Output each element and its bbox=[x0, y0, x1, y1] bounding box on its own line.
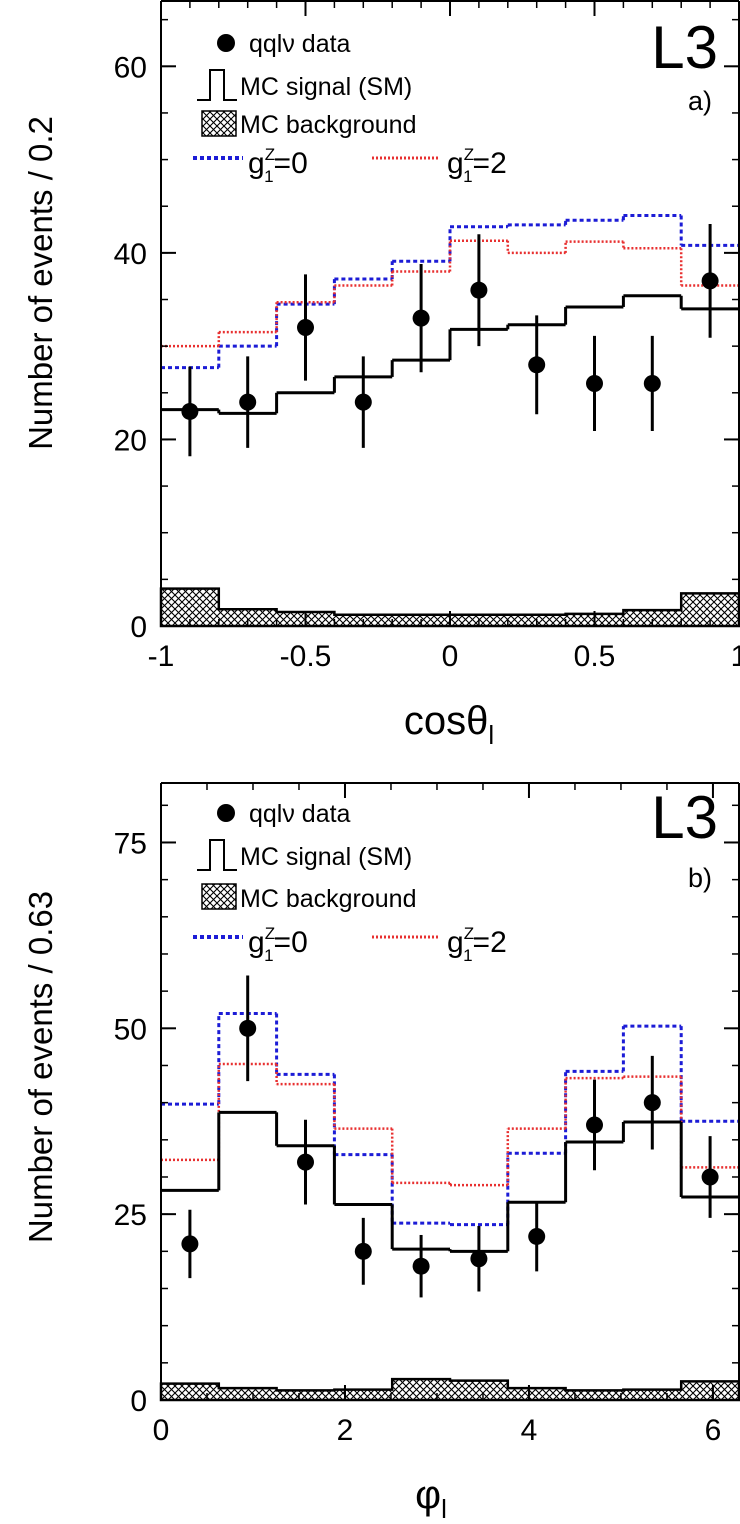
panel-b-legend-blue-g: g bbox=[248, 926, 265, 959]
panel-a-data-point bbox=[701, 272, 719, 290]
panel-b-y-tick-label: 0 bbox=[130, 1385, 147, 1418]
panel-b-x-tick-label: 0 bbox=[153, 1414, 170, 1447]
panel-a-y-tick-label: 0 bbox=[130, 611, 147, 644]
panel-b-x-tick-label: 4 bbox=[521, 1414, 538, 1447]
panel-b-legend-red-g: g bbox=[447, 926, 464, 959]
panel-a-legend-red-sub: 1 bbox=[463, 167, 472, 186]
panel-a-data-points bbox=[181, 223, 719, 457]
panel-b-data-points bbox=[181, 975, 719, 1298]
panel-b-data-point bbox=[181, 1235, 199, 1253]
panel-b-x-tick-label: 2 bbox=[337, 1414, 354, 1447]
panel-b-legend-data-marker bbox=[217, 804, 235, 822]
panel-b-legend: qqlν data MC signal (SM) MC background g… bbox=[193, 800, 507, 965]
panel-a-x-title-main: cos bbox=[404, 699, 466, 743]
panel-a-x-tick-label: -1 bbox=[148, 640, 175, 673]
panel-a-data-point bbox=[412, 309, 430, 327]
panel-a-data-point bbox=[643, 374, 661, 392]
panel-a-legend-data-marker bbox=[217, 34, 235, 52]
panel-a-tick-labels: -1 -0.5 0 0.5 1 0 20 40 60 bbox=[114, 51, 740, 673]
panel-b-experiment-label: L3 bbox=[651, 784, 718, 851]
panel-a-legend-red-value: =2 bbox=[473, 147, 507, 180]
panel-b-legend-blue-value: =0 bbox=[274, 926, 308, 959]
panel-a-data-point bbox=[470, 281, 488, 299]
panel-a-y-title: Number of events / 0.2 bbox=[22, 116, 59, 450]
panel-a-legend-data-label: qqlν data bbox=[249, 30, 351, 58]
panel-b-background-series bbox=[159, 1377, 740, 1402]
panel-b-data-point bbox=[470, 1250, 488, 1268]
panel-a-panel-label: a) bbox=[688, 86, 712, 116]
panel-b-data-point bbox=[239, 1019, 257, 1037]
panel-a-legend-red-sup: Z bbox=[464, 145, 474, 164]
panel-b-data-point bbox=[643, 1094, 661, 1112]
panel-a-ticks bbox=[160, 1, 740, 627]
panel-a: -1 -0.5 0 0.5 1 0 20 40 60 Number of events / 0.… bbox=[22, 0, 740, 750]
panel-b-data-point bbox=[586, 1116, 603, 1134]
panel-a-x-tick-label: -0.5 bbox=[280, 640, 332, 673]
panel-a-data-point bbox=[586, 374, 603, 392]
panel-b-y-tick-label: 75 bbox=[114, 827, 147, 860]
panel-a-legend-red-g: g bbox=[447, 147, 464, 180]
panel-b-signal-series bbox=[161, 1110, 739, 1253]
panel-b-x-title-sub: l bbox=[441, 1494, 447, 1524]
panel-a-x-title-symbol: θ bbox=[466, 699, 488, 743]
panel-a-legend: qqlν data MC signal (SM) MC background g… bbox=[193, 30, 507, 186]
panel-b-axes bbox=[160, 782, 740, 1401]
panel-a-x-tick-label: 1 bbox=[731, 640, 740, 673]
panel-a-legend-blue-g: g bbox=[248, 147, 265, 180]
panel-a-data-point bbox=[181, 402, 199, 420]
panel-b-legend-red-label: gZ 1=2 bbox=[447, 924, 507, 965]
panel-a-legend-background-label: MC background bbox=[240, 111, 416, 139]
panel-a-x-tick-label: 0 bbox=[442, 640, 459, 673]
panel-b-legend-signal-icon bbox=[197, 839, 237, 871]
panel-a-legend-signal-label: MC signal (SM) bbox=[240, 73, 412, 101]
panel-b-x-tick-label: 6 bbox=[705, 1414, 722, 1447]
panel-a-x-title: cosθl bbox=[404, 699, 494, 750]
panel-b-legend-red-sup: Z bbox=[464, 924, 474, 943]
panel-a-x-tick-label: 0.5 bbox=[574, 640, 616, 673]
panel-b-tick-labels: 0 2 4 6 0 25 50 75 bbox=[114, 827, 722, 1447]
panel-a-y-tick-label: 20 bbox=[114, 424, 147, 457]
panel-a-y-tick-label: 60 bbox=[114, 51, 147, 84]
panel-a-x-title-sub: l bbox=[488, 720, 494, 750]
panel-b-legend-red-sub: 1 bbox=[463, 946, 472, 965]
panel-a-legend-red-label: gZ 1=2 bbox=[447, 145, 507, 186]
panel-a-legend-blue-sub: 1 bbox=[264, 167, 273, 186]
panel-b-data-point bbox=[354, 1242, 372, 1260]
panel-b-legend-blue-sub: 1 bbox=[264, 946, 273, 965]
panel-b-legend-blue-label: gZ 1=0 bbox=[248, 924, 308, 965]
panel-b-legend-red-value: =2 bbox=[473, 926, 507, 959]
panel-a-data-point bbox=[297, 318, 314, 336]
panel-b-data-point bbox=[528, 1227, 546, 1245]
panel-b-x-title-symbol: φ bbox=[415, 1473, 441, 1517]
panel-b-x-title: φl bbox=[415, 1473, 447, 1524]
panel-b-data-point bbox=[412, 1257, 430, 1275]
panel-a-y-tick-label: 40 bbox=[114, 238, 147, 271]
panel-a-experiment-label: L3 bbox=[651, 14, 718, 81]
panel-b-y-title: Number of events / 0.63 bbox=[22, 891, 59, 1243]
panel-b-ticks bbox=[160, 783, 739, 1401]
panel-b-data-point bbox=[701, 1168, 719, 1186]
panel-a-legend-blue-sup: Z bbox=[265, 145, 275, 164]
panel-b-legend-data-label: qqlν data bbox=[249, 800, 351, 828]
panel-a-data-point bbox=[528, 356, 546, 374]
panel-b-background-fill bbox=[159, 1377, 740, 1402]
panel-b-y-tick-label: 50 bbox=[114, 1013, 147, 1046]
panel-b: 0 2 4 6 0 25 50 75 Number of events / 0.63 φl L… bbox=[22, 782, 740, 1524]
panel-b-legend-blue-sup: Z bbox=[265, 924, 275, 943]
panel-a-red-series bbox=[161, 239, 739, 348]
panel-a-legend-background-icon bbox=[201, 110, 237, 137]
panel-a-data-point bbox=[239, 393, 257, 411]
panel-a-legend-signal-icon bbox=[197, 69, 237, 101]
panel-b-panel-label: b) bbox=[688, 863, 712, 893]
panel-b-red-series bbox=[161, 1062, 739, 1187]
panel-b-legend-background-icon bbox=[201, 883, 237, 910]
panel-b-y-tick-label: 25 bbox=[114, 1199, 147, 1232]
panel-a-legend-blue-value: =0 bbox=[274, 147, 308, 180]
panel-b-legend-background-label: MC background bbox=[240, 885, 416, 913]
panel-a-data-point bbox=[354, 393, 372, 411]
panel-b-legend-signal-label: MC signal (SM) bbox=[240, 843, 412, 871]
panel-b-data-point bbox=[297, 1153, 314, 1171]
panel-a-legend-blue-label: gZ 1=0 bbox=[248, 145, 308, 186]
